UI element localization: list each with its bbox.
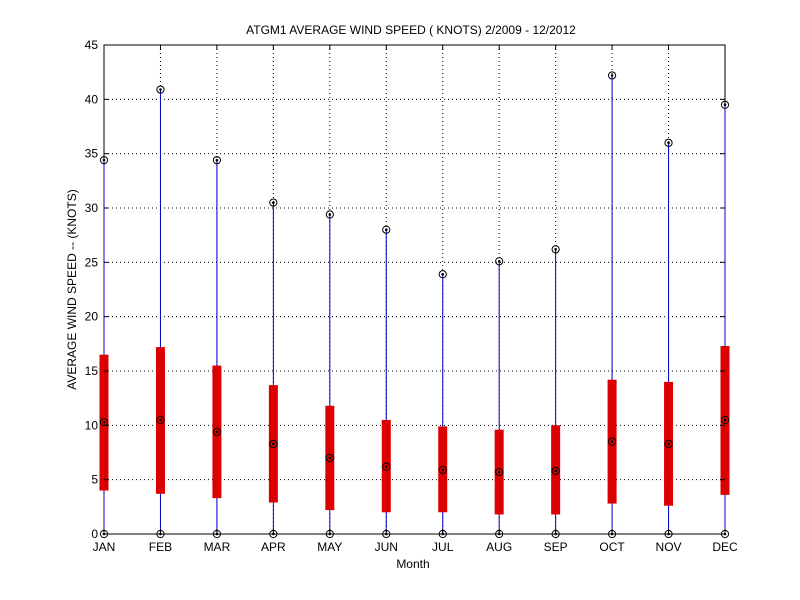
- median-marker-ring: [551, 466, 560, 476]
- y-tick-label: 20: [85, 310, 99, 324]
- plot-area: [103, 44, 726, 535]
- median-marker-ring: [495, 467, 504, 477]
- x-tick-label: JUL: [432, 540, 454, 554]
- max-marker-ring: [607, 71, 617, 80]
- max-marker-dot: [497, 259, 501, 263]
- median-marker-dot: [667, 442, 670, 446]
- median-marker-ring: [382, 462, 391, 471]
- max-marker-dot: [441, 272, 445, 276]
- median-marker-dot: [610, 440, 614, 443]
- max-marker-ring: [382, 225, 391, 234]
- y-tick-label: 5: [91, 473, 98, 487]
- median-marker-ring: [720, 415, 730, 424]
- max-marker-dot: [667, 141, 670, 145]
- max-marker-dot: [723, 103, 727, 107]
- median-marker-dot: [723, 418, 727, 422]
- max-marker-dot: [384, 228, 388, 232]
- median-marker-ring: [156, 415, 165, 424]
- x-tick-label: DEC: [712, 540, 738, 554]
- x-tick-label: SEP: [544, 540, 568, 554]
- y-tick-label: 30: [85, 201, 99, 215]
- max-marker-ring: [212, 156, 222, 165]
- y-tick-label: 45: [85, 38, 99, 52]
- x-tick-label: NOV: [656, 540, 682, 554]
- y-tick-label: 10: [85, 418, 99, 432]
- median-marker-dot: [497, 470, 501, 474]
- max-marker-ring: [438, 270, 447, 279]
- median-marker-ring: [664, 439, 673, 448]
- y-tick-label: 35: [85, 147, 99, 161]
- x-tick-label: APR: [261, 540, 286, 554]
- max-marker-ring: [495, 257, 504, 266]
- x-tick-label: AUG: [486, 540, 512, 554]
- median-marker-dot: [159, 418, 162, 422]
- median-marker-dot: [384, 465, 388, 468]
- y-tick-label: 40: [85, 92, 99, 106]
- median-marker-dot: [272, 442, 275, 446]
- max-marker-ring: [99, 156, 109, 165]
- max-marker-ring: [269, 198, 278, 207]
- chart-title: ATGM1 AVERAGE WIND SPEED ( KNOTS) 2/2009…: [246, 23, 576, 37]
- x-axis-label: Month: [396, 557, 429, 571]
- x-tick-label: JAN: [93, 540, 116, 554]
- max-marker-dot: [102, 158, 106, 162]
- median-marker-dot: [102, 420, 106, 424]
- x-tick-label: JUN: [375, 540, 398, 554]
- max-marker-dot: [272, 201, 275, 204]
- median-marker-dot: [328, 456, 332, 460]
- median-marker-dot: [215, 430, 219, 434]
- box-marks: [99, 71, 730, 539]
- max-marker-ring: [664, 138, 673, 147]
- y-tick-label: 0: [91, 527, 98, 541]
- y-axis-label: AVERAGE WIND SPEED -- (KNOTS): [65, 189, 79, 389]
- median-marker-ring: [269, 439, 278, 448]
- median-marker-dot: [554, 469, 557, 473]
- max-marker-dot: [159, 88, 162, 91]
- max-marker-ring: [325, 210, 334, 219]
- median-marker-ring: [438, 465, 447, 474]
- max-marker-ring: [720, 100, 730, 109]
- max-marker-dot: [328, 213, 332, 216]
- max-marker-dot: [554, 247, 557, 251]
- x-tick-label: FEB: [149, 540, 172, 554]
- max-marker-ring: [156, 85, 165, 94]
- median-marker-ring: [212, 427, 222, 436]
- grid-lines: [104, 45, 725, 534]
- y-tick-label: 15: [85, 364, 99, 378]
- x-tick-label: OCT: [599, 540, 625, 554]
- max-marker-dot: [215, 158, 219, 162]
- x-tick-label: MAR: [204, 540, 231, 554]
- y-tick-label: 25: [85, 255, 99, 269]
- max-marker-ring: [551, 245, 560, 254]
- x-tick-label: MAY: [317, 540, 342, 554]
- median-marker-ring: [607, 437, 617, 446]
- max-marker-dot: [610, 74, 614, 77]
- axis-ticks: 0 5 10 15 20 25 30 35 40 45 JAN FEB MAR APR MAY JUN JUL A…: [85, 38, 738, 554]
- median-marker-dot: [441, 468, 445, 472]
- median-marker-ring: [325, 453, 334, 463]
